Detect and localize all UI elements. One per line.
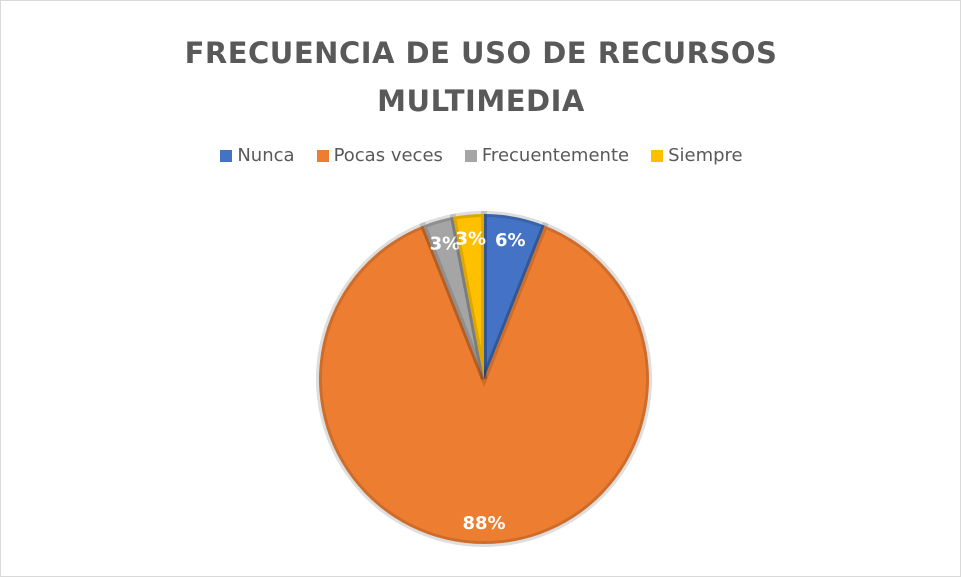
data-label: 3% [456,228,487,249]
pie-slice [449,210,487,380]
legend-label: Nunca [237,145,295,166]
legend-item: Frecuentemente [464,145,630,166]
legend-swatch [316,149,329,162]
legend-label: Pocas veces [333,145,443,166]
legend-item: Siempre [651,145,743,166]
legend-item: Nunca [220,145,295,166]
legend-swatch [220,149,233,162]
chart-title: FRECUENCIA DE USO DE RECURSOS MULTIMEDIA [184,36,778,118]
data-label: 88% [462,513,505,534]
pie-slice [481,210,549,381]
legend-swatch [651,149,664,162]
legend-label: Siempre [668,145,743,166]
data-label: 3% [430,233,461,254]
legend: Nunca Pocas veces Frecuentemente Siempre [1,145,961,166]
legend-item: Pocas veces [316,145,443,166]
data-label: 6% [495,230,526,251]
pie-slice [316,221,652,547]
legend-swatch [464,149,477,162]
pie-slice [419,213,487,381]
legend-label: Frecuentemente [481,145,630,166]
